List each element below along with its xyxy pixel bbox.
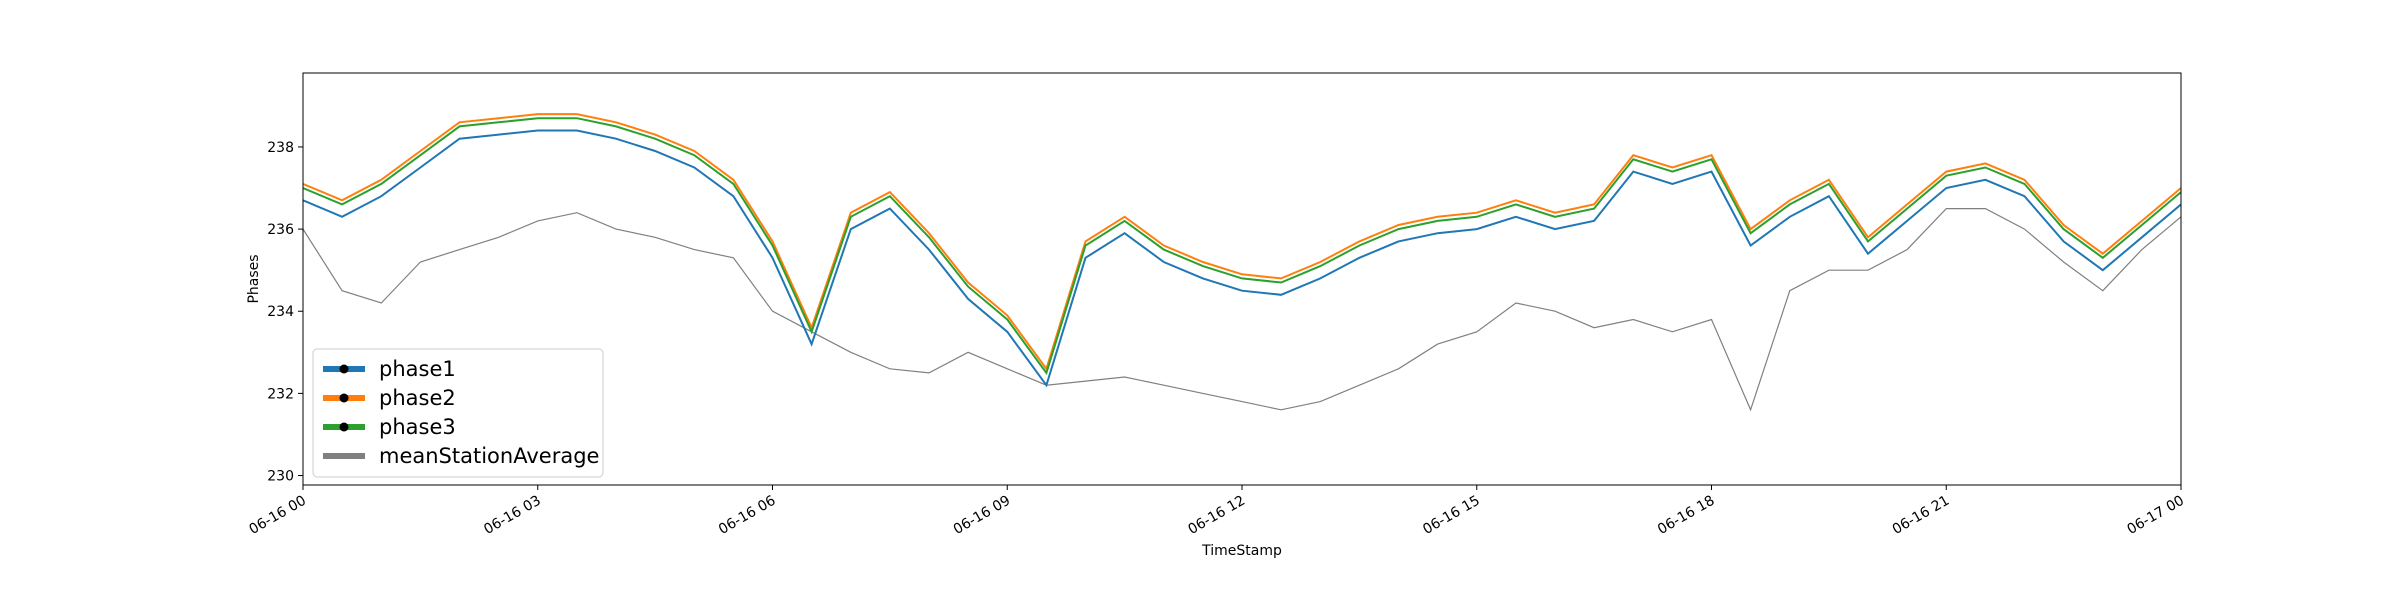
legend-box [312, 348, 604, 478]
x-axis-label: TimeStamp [1201, 543, 1282, 559]
series-line [303, 129, 2181, 388]
y-axis-label: Phases [246, 254, 262, 303]
y-tick-label: 236 [267, 222, 294, 238]
y-tick-label: 232 [267, 386, 294, 402]
x-tick-label: 06-17 00 [2124, 493, 2187, 538]
y-tick-label: 230 [267, 469, 294, 485]
legend-marker [339, 393, 349, 403]
legend-label: meanStationAverage [379, 444, 599, 468]
legend-label: phase1 [379, 357, 456, 381]
y-tick-label: 238 [267, 140, 294, 156]
x-tick-label: 06-16 21 [1890, 493, 1953, 538]
x-tick-label: 06-16 18 [1655, 493, 1718, 538]
series-line [303, 113, 2181, 371]
plot-area [303, 113, 2181, 412]
x-tick-label: 06-16 09 [951, 493, 1014, 538]
x-tick-label: 06-16 15 [1420, 493, 1483, 538]
legend-marker [339, 422, 349, 432]
x-tick-label: 06-16 06 [716, 493, 779, 538]
legend-label: phase2 [379, 386, 456, 410]
x-tick-label: 06-16 03 [481, 493, 544, 538]
legend-label: phase3 [379, 415, 456, 439]
axes-frame [302, 72, 2182, 486]
series-line [303, 117, 2181, 376]
series-line [303, 208, 2181, 412]
y-tick-label: 234 [267, 304, 294, 320]
x-tick-label: 06-16 12 [1185, 493, 1248, 538]
x-tick-label: 06-16 00 [246, 493, 309, 538]
legend-marker [339, 364, 349, 374]
